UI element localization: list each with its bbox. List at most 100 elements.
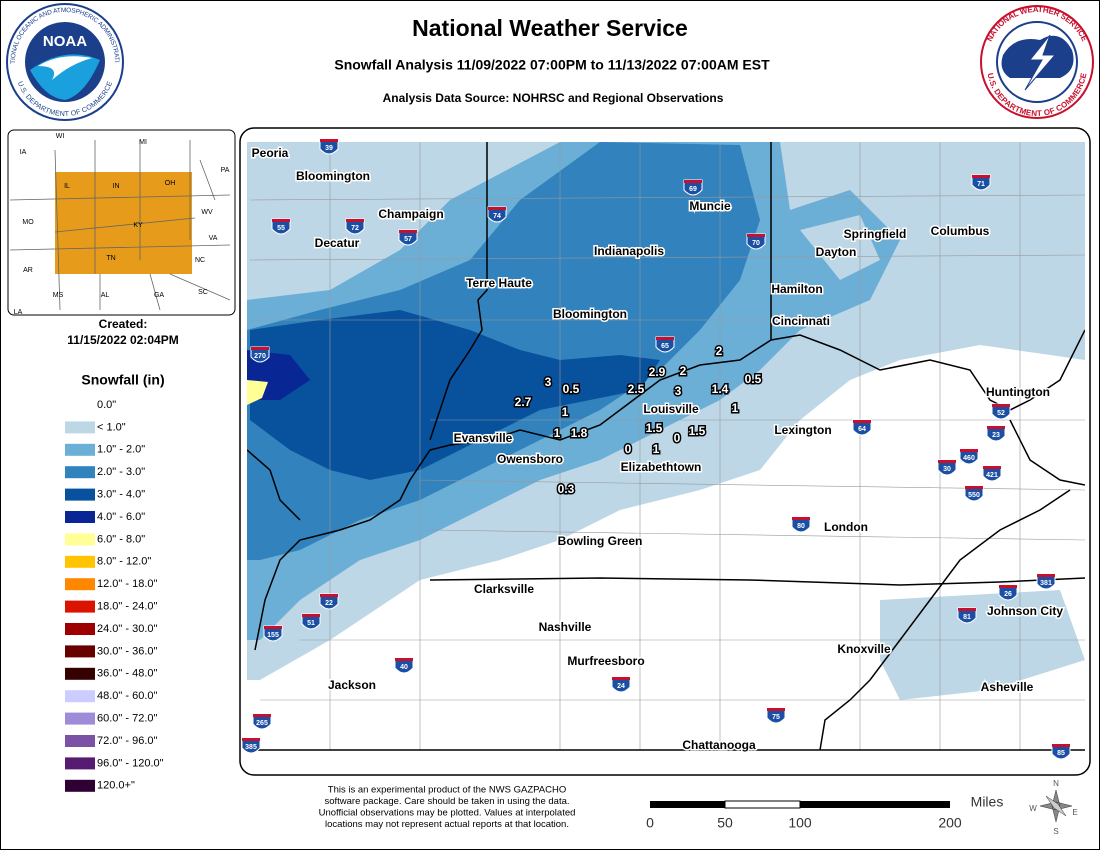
interstate-number: 24 [617,683,625,690]
city-label: Dayton [816,245,857,259]
interstate-number: 70 [752,240,760,247]
interstate-shield-top [302,614,320,617]
observation-value: 0 [674,431,681,445]
city-label: Bloomington [296,169,370,183]
city-label: Peoria [252,146,289,160]
interstate-shield-top [253,714,271,717]
inset-state-label: OH [165,180,176,187]
observation-value: 2.9 [649,365,666,379]
inset-state-label: TN [106,255,115,262]
nws-logo: NATIONAL WEATHER SERVICE U.S. DEPARTMENT… [980,5,1094,119]
legend-swatch [65,555,95,568]
inset-state-label: AL [101,292,110,299]
interstate-shield [252,713,272,730]
scale-bar [650,800,950,809]
city-label: Lexington [774,423,831,437]
interstate-shield [986,425,1006,442]
legend-swatch [65,443,95,456]
interstate-number: 64 [858,426,866,433]
city-label: Champaign [378,207,443,221]
interstate-shield [937,459,957,476]
city-label: Asheville [981,680,1034,694]
city-label: Muncie [689,199,731,213]
legend-swatch [65,511,95,523]
city-label: Indianapolis [594,244,664,258]
interstate-number: 39 [325,145,333,152]
scale-tick-label: 100 [788,815,812,831]
interstate-shield-top [853,420,871,423]
disclaimer-line: This is an experimental product of the N… [328,785,566,796]
legend-label: 0.0" [97,399,116,411]
interstate-number: 26 [1004,591,1012,598]
city-label: Clarksville [474,582,534,596]
interstate-shield [959,448,979,465]
city-label: Murfreesboro [567,654,644,668]
interstate-shield [991,403,1011,420]
interstate-shield-top [938,460,956,463]
legend-title: Snowfall (in) [81,372,164,388]
disclaimer-line: Unofficial observations may be plotted. … [319,808,576,819]
interstate-shield-top [251,347,269,350]
inset-state-label: NC [195,257,205,264]
interstate-number: 72 [351,225,359,232]
observation-value: 0 [625,442,632,456]
city-label: London [824,520,868,534]
inset-state-label: KY [133,222,143,229]
interstate-number: 40 [400,664,408,671]
observation-value: 2.5 [628,382,645,396]
legend-label: 18.0" - 24.0" [97,601,157,613]
legend-swatch [65,421,95,434]
interstate-number: 71 [977,181,985,188]
interstate-number: 155 [267,632,279,639]
logo-text: NOAA [43,33,87,50]
interstate-number: 22 [325,600,333,607]
inset-state-label: IN [113,183,120,190]
compass-letter: W [1029,804,1037,813]
interstate-shield-top [656,337,674,340]
interstate-shield [791,516,811,533]
inset-state-label: PA [221,167,230,174]
city-label: Chattanooga [682,738,756,752]
inset-state-label: MI [139,139,147,146]
interstate-number: 550 [968,492,980,499]
interstate-number: 51 [307,620,315,627]
city-label: Cincinnati [772,314,830,328]
interstate-shield-top [972,175,990,178]
interstate-number: 75 [772,714,780,721]
legend-swatch [65,667,95,680]
interstate-shield [271,218,291,235]
legend-label: 120.0+" [97,780,135,792]
interstate-shield [345,218,365,235]
city-label: Jackson [328,678,376,692]
legend-label: 24.0" - 30.0" [97,623,157,635]
interstate-shield [957,607,977,624]
interstate-number: 57 [404,236,412,243]
interstate-shield [655,336,675,353]
inset-state-label: IL [64,183,70,190]
legend-label: 1.0" - 2.0" [97,444,145,456]
observation-value: 1 [653,442,660,456]
interstate-number: 80 [797,523,805,530]
interstate-shield [319,593,339,610]
city-label: Louisville [643,402,699,416]
interstate-shield [1036,573,1056,590]
interstate-shield [998,584,1018,601]
interstate-shield-top [488,207,506,210]
legend-swatch [65,735,95,747]
interstate-shield-top [767,708,785,711]
legend-swatch [65,399,95,411]
city-label: Evansville [454,431,513,445]
legend-label: 72.0" - 96.0" [97,735,157,747]
legend-swatch [65,466,95,479]
observation-value: 1.4 [712,382,729,396]
interstate-number: 69 [689,186,697,193]
interstate-shield-top [965,486,983,489]
interstate-shield-top [960,449,978,452]
interstate-shield [394,657,414,674]
legend-label: 6.0" - 8.0" [97,533,145,545]
interstate-number: 52 [997,410,1005,417]
legend-label: 30.0" - 36.0" [97,645,157,657]
created-label: Created: [99,317,148,331]
legend-label: 3.0" - 4.0" [97,489,145,501]
